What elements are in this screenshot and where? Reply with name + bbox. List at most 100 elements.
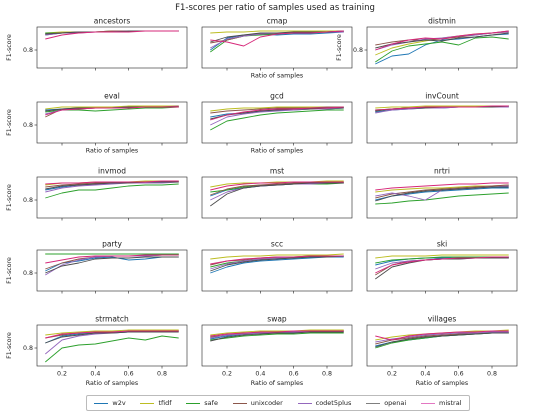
- axes-frame: [366, 324, 518, 367]
- x-tick-label: 0.4: [420, 371, 430, 378]
- series-line-mistral: [45, 180, 179, 185]
- series-line-openai: [45, 181, 179, 190]
- subplot-distmin: distmin 0.8 F1-score: [336, 17, 518, 71]
- series-line-tfidf: [210, 30, 344, 34]
- series-line-safe: [45, 335, 179, 363]
- subplot-title: eval: [104, 92, 120, 101]
- series-line-unixcoder: [375, 184, 509, 199]
- legend-label: tfidf: [158, 399, 172, 407]
- axes-frame: [36, 26, 188, 69]
- series-line-openai: [210, 255, 344, 272]
- axes-frame: [366, 249, 518, 292]
- subplot-ancestors: ancestors 0.8 F1-score: [6, 17, 188, 71]
- axes-frame: [366, 101, 518, 144]
- legend-item-codet5plus: codet5plus: [297, 399, 352, 407]
- series-line-mistral: [210, 106, 344, 121]
- axes-frame: [201, 249, 353, 292]
- axes-frame: [36, 176, 188, 219]
- axes-frame: [366, 26, 518, 69]
- legend-item-w2v: w2v: [94, 399, 126, 407]
- axes-frame: [201, 324, 353, 367]
- subplot-invCount: invCount: [366, 92, 518, 146]
- axes-frame: [201, 26, 353, 69]
- series-line-codet5plus: [210, 107, 344, 126]
- subplot-title: party: [102, 240, 122, 249]
- series-line-mistral: [45, 106, 179, 116]
- series-line-mistral: [210, 330, 344, 337]
- subplot-title: villages: [428, 315, 457, 324]
- series-line-mistral: [45, 30, 179, 40]
- legend-item-tfidf: tfidf: [140, 399, 172, 407]
- subplot-swap: swap 0.2 0.4 0.6 0.8 Ratio of samples: [201, 315, 353, 387]
- legend-label: mistral: [438, 399, 462, 407]
- series-line-openai: [210, 30, 344, 43]
- axes-frame: [201, 101, 353, 144]
- subplot-party: party 0.8 F1-score: [6, 240, 188, 294]
- y-axis-label: F1-score: [6, 184, 13, 211]
- series-line-safe: [210, 109, 344, 131]
- x-axis-label: Ratio of samples: [251, 73, 303, 80]
- y-tick-label: 0.8: [23, 122, 33, 129]
- legend-label: unixcoder: [250, 399, 283, 407]
- y-tick-label: 0.8: [353, 47, 363, 54]
- series-line-openai: [375, 32, 509, 49]
- series-line-safe: [45, 183, 179, 199]
- x-axis-label: Ratio of samples: [251, 148, 303, 155]
- series-line-codet5plus: [375, 106, 509, 114]
- series-line-openai: [210, 182, 344, 207]
- series-line-mistral: [210, 181, 344, 191]
- y-tick-label: 0.8: [23, 47, 33, 54]
- series-line-tfidf: [210, 253, 344, 260]
- legend-item-safe: safe: [186, 399, 218, 407]
- series-line-tfidf: [45, 329, 179, 336]
- legend-label: openai: [384, 399, 407, 407]
- legend-label: safe: [204, 399, 218, 407]
- y-tick-label: 0.8: [23, 270, 33, 277]
- x-tick-label: 0.4: [90, 371, 100, 378]
- subplot-invmod: invmod 0.8 F1-score: [6, 167, 188, 221]
- y-tick-label: 0.8: [23, 345, 33, 352]
- subplot-title: scc: [271, 240, 283, 249]
- subplot-gcd: gcd Ratio of samples: [201, 92, 353, 155]
- legend-item-openai: openai: [366, 399, 406, 407]
- y-axis-label: F1-score: [6, 332, 13, 359]
- series-line-mistral: [375, 182, 509, 191]
- series-line-safe: [375, 36, 509, 63]
- y-axis-label: F1-score: [6, 34, 13, 61]
- y-axis-label: F1-score: [6, 257, 13, 284]
- subplot-cmap: cmap Ratio of samples: [201, 17, 353, 80]
- subplot-title: ski: [437, 240, 447, 249]
- series-line-tfidf: [210, 180, 344, 188]
- series-line-w2v: [375, 33, 509, 65]
- y-tick-label: 0.8: [23, 197, 33, 204]
- subplot-title: nrtri: [434, 167, 450, 176]
- legend-swatch: [297, 402, 312, 404]
- series-line-safe: [210, 332, 344, 341]
- x-tick-label: 0.8: [322, 371, 332, 378]
- subplot-title: cmap: [267, 17, 288, 26]
- x-axis-label: Ratio of samples: [416, 380, 468, 387]
- x-axis-label: Ratio of samples: [86, 148, 138, 155]
- subplot-title: swap: [267, 315, 287, 324]
- series-line-unixcoder: [210, 106, 344, 114]
- subplot-title: distmin: [428, 17, 456, 26]
- series-line-tfidf: [45, 105, 179, 110]
- x-axis-label: Ratio of samples: [86, 380, 138, 387]
- legend-swatch: [232, 402, 247, 404]
- subplot-title: invCount: [425, 92, 459, 101]
- legend-label: codet5plus: [315, 399, 352, 407]
- x-tick-label: 0.8: [157, 371, 167, 378]
- series-line-mistral: [375, 330, 509, 341]
- subplot-title: invmod: [98, 167, 126, 176]
- subplot-ski: ski: [366, 240, 518, 294]
- x-tick-label: 0.2: [57, 371, 67, 378]
- y-axis-label: F1-score: [6, 109, 13, 136]
- x-axis-label: Ratio of samples: [251, 380, 303, 387]
- series-line-w2v: [210, 31, 344, 51]
- subplot-title: strmatch: [95, 315, 129, 324]
- series-line-openai: [375, 186, 509, 202]
- x-tick-label: 0.2: [222, 371, 232, 378]
- subplot-nrtri: nrtri: [366, 167, 518, 221]
- series-line-mistral: [45, 330, 179, 339]
- subplot-scc: scc: [201, 240, 353, 294]
